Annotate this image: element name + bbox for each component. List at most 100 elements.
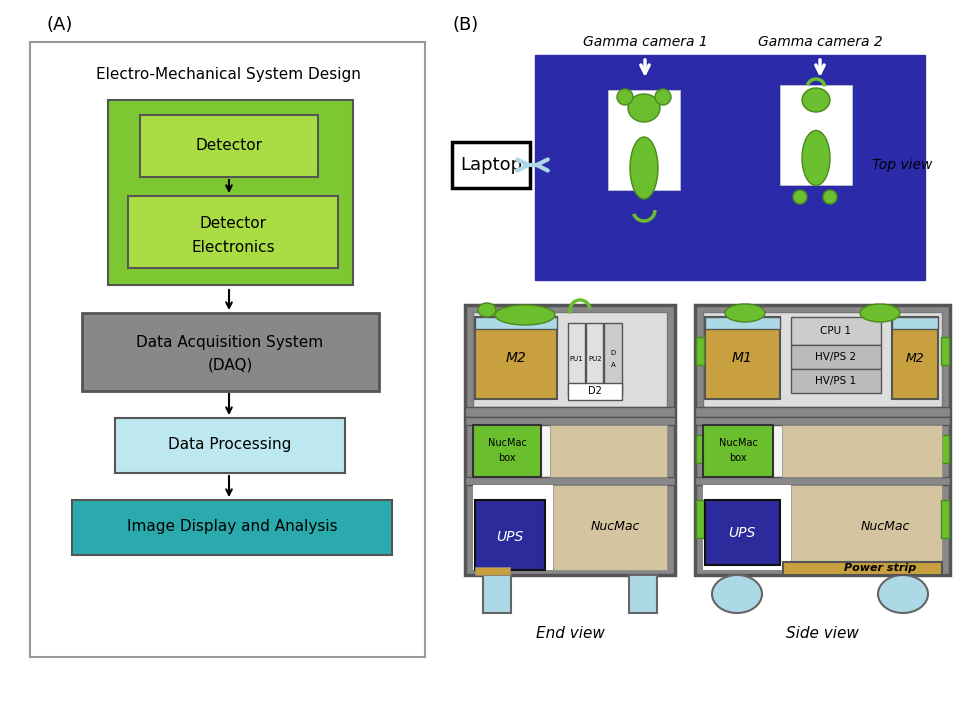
Text: Power strip: Power strip (844, 563, 916, 573)
Text: Top view: Top view (872, 158, 932, 172)
Ellipse shape (495, 305, 555, 325)
Bar (465, 477, 675, 485)
Text: (B): (B) (452, 16, 478, 34)
Bar (475, 317, 557, 399)
Bar (604, 323, 622, 395)
Bar (473, 425, 541, 477)
Bar (586, 323, 603, 395)
Bar (629, 575, 657, 613)
Bar (473, 312, 667, 568)
Bar (941, 337, 949, 365)
Text: NucMac: NucMac (488, 438, 526, 448)
Ellipse shape (725, 304, 765, 322)
Ellipse shape (878, 575, 928, 613)
Bar (783, 562, 942, 575)
Text: UPS: UPS (496, 530, 523, 544)
Text: box: box (498, 453, 516, 463)
Text: End view: End view (536, 626, 605, 641)
Bar (475, 567, 510, 575)
Bar (705, 500, 780, 565)
Bar (72, 500, 392, 555)
Bar (791, 369, 881, 393)
Bar (696, 500, 704, 538)
Text: Laptop: Laptop (460, 156, 522, 174)
Bar (703, 425, 773, 477)
Bar (791, 345, 881, 369)
Text: D: D (611, 350, 615, 356)
Text: M2: M2 (506, 351, 526, 365)
Text: box: box (730, 453, 747, 463)
Bar (550, 425, 667, 477)
Bar (695, 477, 950, 485)
Text: D2: D2 (588, 386, 602, 396)
Bar (465, 417, 675, 425)
Text: (DAQ): (DAQ) (207, 358, 252, 372)
Bar (941, 500, 949, 538)
Text: Detector: Detector (196, 138, 262, 153)
Ellipse shape (802, 88, 830, 112)
Bar (892, 317, 938, 329)
Bar (140, 115, 318, 177)
Bar (941, 435, 949, 463)
Bar (452, 142, 530, 188)
Text: CPU 1: CPU 1 (821, 326, 852, 336)
Text: M1: M1 (732, 351, 753, 365)
Text: Image Display and Analysis: Image Display and Analysis (127, 520, 337, 534)
Bar (791, 485, 942, 570)
Bar (695, 305, 950, 575)
Ellipse shape (628, 94, 660, 122)
Bar (553, 485, 667, 570)
Bar (696, 435, 704, 463)
Bar (695, 417, 950, 425)
Text: Electronics: Electronics (191, 240, 275, 256)
Bar (483, 575, 511, 613)
Bar (705, 317, 780, 329)
Bar (475, 317, 557, 329)
Bar (82, 313, 379, 391)
Text: HV/PS 2: HV/PS 2 (815, 352, 856, 362)
Ellipse shape (630, 137, 658, 199)
Text: NucMac: NucMac (719, 438, 757, 448)
Ellipse shape (860, 304, 900, 322)
Text: Detector: Detector (200, 215, 267, 230)
Bar (703, 485, 791, 570)
Bar (465, 305, 675, 575)
Text: Gamma camera 1: Gamma camera 1 (583, 35, 708, 49)
Bar (115, 418, 345, 473)
Text: Gamma camera 2: Gamma camera 2 (757, 35, 882, 49)
Text: NucMac: NucMac (590, 521, 639, 534)
Bar (782, 425, 942, 477)
Text: Electro-Mechanical System Design: Electro-Mechanical System Design (96, 68, 360, 83)
Ellipse shape (617, 89, 633, 105)
Bar (128, 196, 338, 268)
Bar (568, 383, 622, 400)
Text: PU1: PU1 (569, 356, 583, 362)
Text: Side view: Side view (785, 626, 858, 641)
Bar (791, 317, 881, 345)
Bar (608, 90, 680, 190)
Text: M2: M2 (905, 351, 924, 364)
Bar (892, 317, 938, 399)
Ellipse shape (793, 190, 807, 204)
Ellipse shape (478, 303, 496, 317)
Bar (695, 407, 950, 417)
Text: Data Acquisition System: Data Acquisition System (136, 335, 324, 349)
Ellipse shape (823, 190, 837, 204)
Text: PU2: PU2 (588, 356, 602, 362)
Bar (568, 323, 585, 395)
Ellipse shape (802, 130, 830, 186)
Text: (A): (A) (47, 16, 73, 34)
Bar (696, 337, 704, 365)
Text: Data Processing: Data Processing (168, 438, 292, 452)
Bar (475, 500, 545, 570)
Ellipse shape (655, 89, 671, 105)
Bar (465, 407, 675, 417)
Bar (703, 312, 942, 407)
Bar (30, 42, 425, 657)
Text: NucMac: NucMac (860, 521, 910, 534)
Bar (473, 485, 553, 570)
Bar (108, 100, 353, 285)
Bar (703, 312, 942, 568)
Ellipse shape (712, 575, 762, 613)
Bar (780, 85, 852, 185)
